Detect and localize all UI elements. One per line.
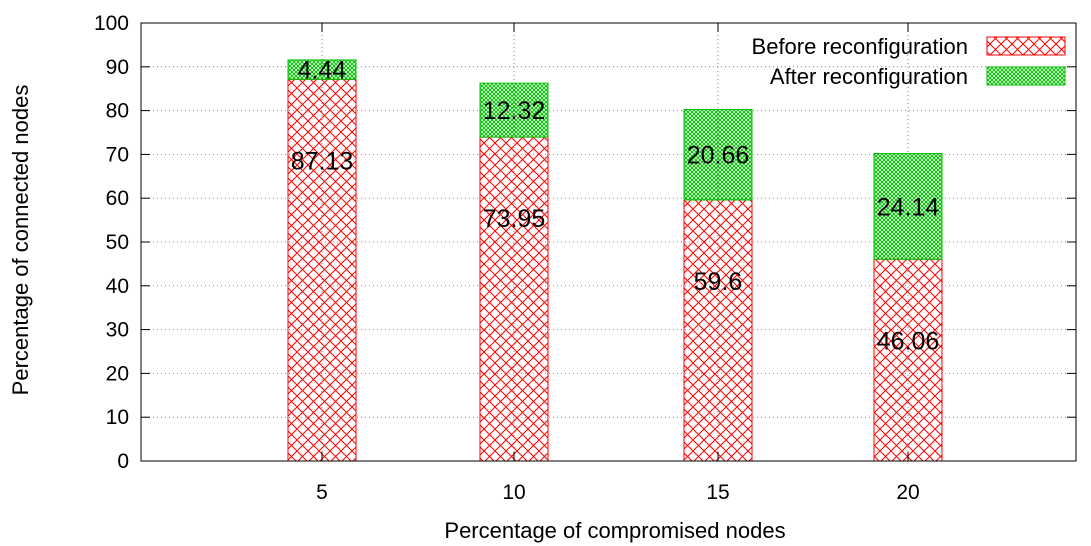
y-tick-label: 60 — [106, 187, 129, 210]
bar-after-reconfiguration — [683, 108, 753, 201]
x-axis-title: Percentage of compromised nodes — [444, 518, 785, 543]
bar-before-reconfiguration — [287, 78, 357, 462]
y-tick-label: 30 — [106, 319, 129, 342]
legend-swatch-before — [986, 36, 1066, 56]
legend: Before reconfiguration After reconfigurat… — [752, 34, 1066, 89]
x-tick-label: 20 — [896, 481, 919, 504]
bar-value-label-after: 20.66 — [687, 142, 750, 170]
x-tick-label: 15 — [706, 481, 729, 504]
x-tick-label: 5 — [316, 481, 328, 504]
y-tick-label: 80 — [106, 100, 129, 123]
y-tick-label: 90 — [106, 56, 129, 79]
axes: 0 10 20 30 40 50 60 70 80 90 100 5 10 15 20 — [94, 12, 1077, 504]
y-tick-label: 100 — [94, 12, 129, 35]
x-tick-label: 10 — [502, 481, 525, 504]
y-tick-label: 40 — [106, 275, 129, 298]
plot-frame — [140, 22, 1077, 462]
y-tick-label: 50 — [106, 231, 129, 254]
legend-swatch-after — [986, 66, 1066, 86]
bar-before-reconfiguration — [479, 136, 549, 462]
legend-label: After reconfiguration — [770, 64, 968, 89]
bar-value-labels: 87.13 4.44 73.95 12.32 59.6 20.66 46.06 24.14 — [291, 57, 940, 356]
y-tick-label: 0 — [117, 450, 129, 473]
bar-after-reconfiguration — [873, 153, 943, 260]
bar-value-label-before: 87.13 — [291, 147, 354, 175]
y-tick-label: 70 — [106, 143, 129, 166]
bar-value-label-before: 46.06 — [877, 327, 940, 355]
bar-value-label-before: 73.95 — [483, 205, 546, 233]
bar-value-label-before: 59.6 — [694, 268, 743, 296]
y-axis-title: Percentage of connected nodes — [8, 85, 33, 396]
bar-before-reconfiguration — [873, 258, 943, 462]
bar-after-reconfiguration — [479, 82, 549, 138]
bars — [287, 59, 943, 462]
bar-before-reconfiguration — [683, 199, 753, 462]
y-tick-label: 20 — [106, 362, 129, 385]
legend-label: Before reconfiguration — [752, 34, 968, 59]
y-tick-label: 10 — [106, 406, 129, 429]
bar-value-label-after: 4.44 — [298, 57, 347, 85]
bar-value-label-after: 12.32 — [483, 97, 546, 125]
bar-value-label-after: 24.14 — [877, 193, 940, 221]
bar-after-reconfiguration — [287, 59, 357, 80]
